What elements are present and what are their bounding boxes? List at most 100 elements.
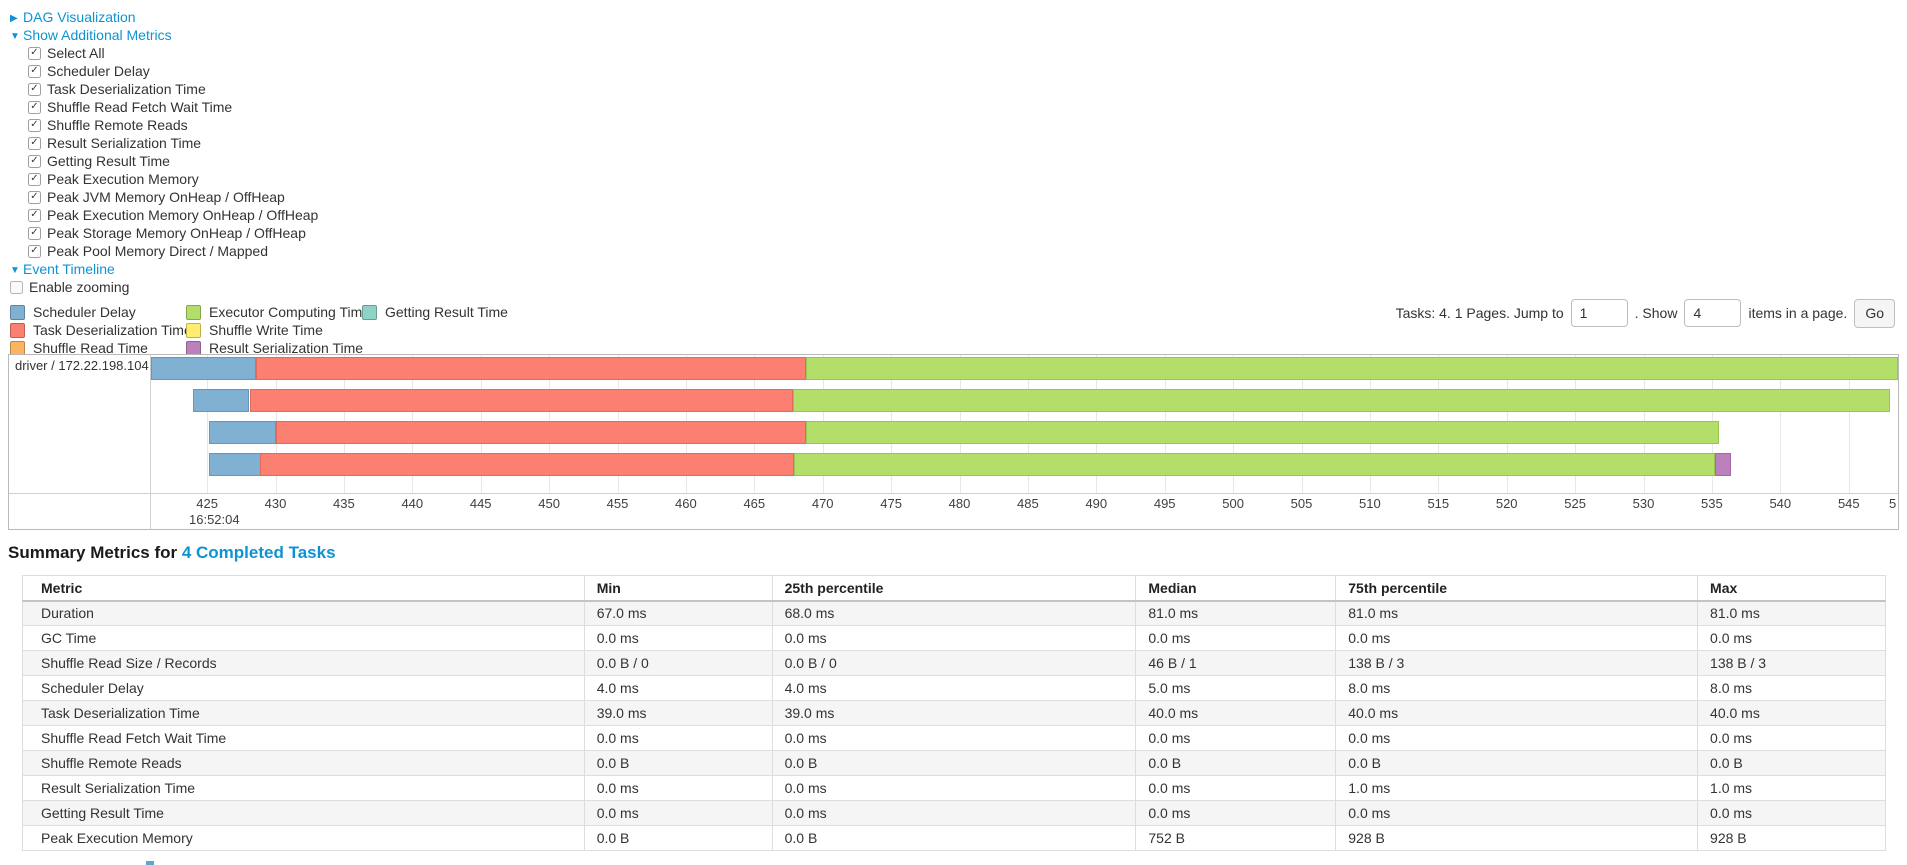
- legend-label: Shuffle Read Time: [33, 340, 148, 356]
- task-bar-segment[interactable]: [806, 421, 1719, 444]
- table-cell: 0.0 B: [1335, 750, 1699, 776]
- table-cell: 138 B / 3: [1335, 650, 1699, 676]
- legend-label: Result Serialization Time: [209, 340, 364, 356]
- table-cell: 0.0 ms: [771, 800, 1137, 826]
- enable-zooming-checkbox[interactable]: [10, 280, 23, 294]
- metric-checkbox[interactable]: ✓: [28, 118, 41, 132]
- executor-label: driver / 172.22.198.104: [15, 358, 149, 373]
- show-additional-metrics-link[interactable]: Show Additional Metrics: [23, 27, 172, 43]
- task-bar-segment[interactable]: [208, 453, 261, 476]
- show-additional-metrics-toggle[interactable]: ▼ Show Additional Metrics: [10, 26, 318, 44]
- dag-visualization-toggle[interactable]: ▶ DAG Visualization: [10, 8, 318, 26]
- table-cell: 81.0 ms: [1697, 600, 1886, 626]
- completed-tasks-link[interactable]: 4 Completed Tasks: [181, 543, 336, 562]
- metric-checkbox-label: Shuffle Remote Reads: [47, 117, 188, 133]
- metric-checkbox-row: ✓ Shuffle Read Fetch Wait Time: [10, 98, 318, 116]
- table-cell: 0.0 ms: [1697, 800, 1886, 826]
- table-cell: 1.0 ms: [1335, 775, 1699, 801]
- metric-checkbox[interactable]: ✓: [28, 154, 41, 168]
- x-tick-label: 440: [401, 496, 424, 511]
- table-cell: Task Deserialization Time: [22, 700, 585, 726]
- metric-checkbox[interactable]: ✓: [28, 64, 41, 78]
- metric-checkbox-label: Task Deserialization Time: [47, 81, 206, 97]
- x-tick-label: 455: [606, 496, 629, 511]
- table-cell: 0.0 ms: [1335, 800, 1699, 826]
- timeline-plot-area: 425 430 435 440 445 450 455 460 465 470 475 480 485 4…: [151, 355, 1898, 529]
- metric-checkbox[interactable]: ✓: [28, 226, 41, 240]
- table-cell: 0.0 ms: [771, 775, 1137, 801]
- table-cell: 0.0 B: [1135, 750, 1337, 776]
- chevron-down-icon: ▼: [10, 265, 20, 276]
- x-tick-label: 460: [675, 496, 697, 511]
- items-per-page-input[interactable]: [1684, 299, 1742, 327]
- task-bar-segment[interactable]: [794, 453, 1715, 476]
- metric-checkbox[interactable]: ✓: [28, 190, 41, 204]
- legend-column: Scheduler Delay Task Deserialization Time…: [10, 303, 192, 357]
- task-bar-segment[interactable]: [151, 357, 257, 380]
- legend-column: Executor Computing Time Shuffle Write Tim…: [186, 303, 370, 357]
- x-tick-label: 490: [1085, 496, 1108, 511]
- dag-visualization-link[interactable]: DAG Visualization: [23, 9, 136, 25]
- table-cell: 0.0 ms: [1697, 725, 1886, 751]
- metric-checkbox-row: ✓ Peak JVM Memory OnHeap / OffHeap: [10, 188, 318, 206]
- x-tick-label: 470: [811, 496, 834, 511]
- table-row: Shuffle Remote Reads 0.0 B 0.0 B 0.0 B 0.0 B…: [22, 750, 1886, 776]
- metric-checkbox[interactable]: ✓: [28, 82, 41, 96]
- metric-checkbox[interactable]: ✓: [28, 172, 41, 186]
- metric-checkbox[interactable]: ✓: [28, 136, 41, 150]
- table-cell: 46 B / 1: [1135, 650, 1337, 676]
- table-cell: 0.0 ms: [1697, 625, 1886, 651]
- table-cell: 81.0 ms: [1135, 600, 1337, 626]
- task-bar-segment[interactable]: [792, 389, 1890, 412]
- task-bar-segment[interactable]: [249, 389, 793, 412]
- summary-heading-prefix: Summary Metrics for: [8, 543, 182, 562]
- table-cell: 0.0 B / 0: [583, 650, 773, 676]
- table-cell: 0.0 B: [1697, 750, 1886, 776]
- jump-to-page-input[interactable]: [1570, 299, 1628, 327]
- legend-item: Executor Computing Time: [186, 303, 370, 321]
- table-cell: GC Time: [22, 625, 585, 651]
- metric-checkbox-row: ✓ Peak Execution Memory: [10, 170, 318, 188]
- metric-checkbox[interactable]: ✓: [28, 46, 41, 60]
- legend-item: Shuffle Write Time: [186, 321, 362, 339]
- table-header-row: Metric Min 25th percentile Median 75th perce…: [22, 575, 1886, 602]
- metric-checkbox-label: Peak Execution Memory OnHeap / OffHeap: [47, 207, 319, 223]
- metric-checkbox[interactable]: ✓: [28, 100, 41, 114]
- chevron-down-icon: ▼: [10, 31, 20, 42]
- x-tick-label-clipped: 5: [1889, 496, 1897, 511]
- table-cell: 40.0 ms: [1335, 700, 1699, 726]
- table-cell: Peak Execution Memory: [22, 825, 585, 851]
- metric-checkbox[interactable]: ✓: [28, 208, 41, 222]
- task-bar-segment[interactable]: [208, 421, 276, 444]
- metric-checkbox[interactable]: ✓: [28, 244, 41, 258]
- table-cell: Getting Result Time: [22, 800, 585, 826]
- metric-checkbox-label: Peak Pool Memory Direct / Mapped: [47, 243, 268, 259]
- event-timeline-link[interactable]: Event Timeline: [23, 261, 115, 277]
- column-header: 75th percentile: [1335, 575, 1699, 602]
- legend-item: Task Deserialization Time: [10, 321, 192, 339]
- event-timeline-toggle[interactable]: ▼ Event Timeline: [10, 260, 318, 278]
- task-bar-segment[interactable]: [260, 453, 794, 476]
- task-bar-segment[interactable]: [256, 357, 807, 380]
- metric-checkbox-row: ✓ Scheduler Delay: [10, 62, 318, 80]
- timeline-legend: Scheduler Delay Task Deserialization Time…: [10, 303, 508, 357]
- x-tick-label: 530: [1632, 496, 1655, 511]
- legend-swatch-icon: [10, 322, 25, 338]
- table-cell: 0.0 ms: [1135, 625, 1337, 651]
- legend-item: Scheduler Delay: [10, 303, 186, 321]
- task-bar-segment[interactable]: [193, 389, 250, 412]
- table-row: Result Serialization Time 0.0 ms 0.0 ms 0.0…: [22, 775, 1886, 801]
- table-cell: 0.0 ms: [1135, 725, 1337, 751]
- go-button[interactable]: Go: [1854, 298, 1895, 328]
- legend-swatch-icon: [362, 304, 377, 320]
- task-bar-segment[interactable]: [275, 421, 807, 444]
- table-cell: 0.0 ms: [583, 625, 773, 651]
- table-cell: 0.0 ms: [771, 725, 1137, 751]
- task-bar-segment[interactable]: [1714, 453, 1732, 476]
- x-tick-label: 485: [1017, 496, 1039, 511]
- legend-item: Result Serialization Time: [186, 339, 364, 357]
- gridline: [1780, 355, 1782, 493]
- legend-label: Getting Result Time: [385, 304, 508, 320]
- metric-checkbox-row: ✓ Select All: [10, 44, 318, 62]
- task-bar-segment[interactable]: [806, 357, 1898, 380]
